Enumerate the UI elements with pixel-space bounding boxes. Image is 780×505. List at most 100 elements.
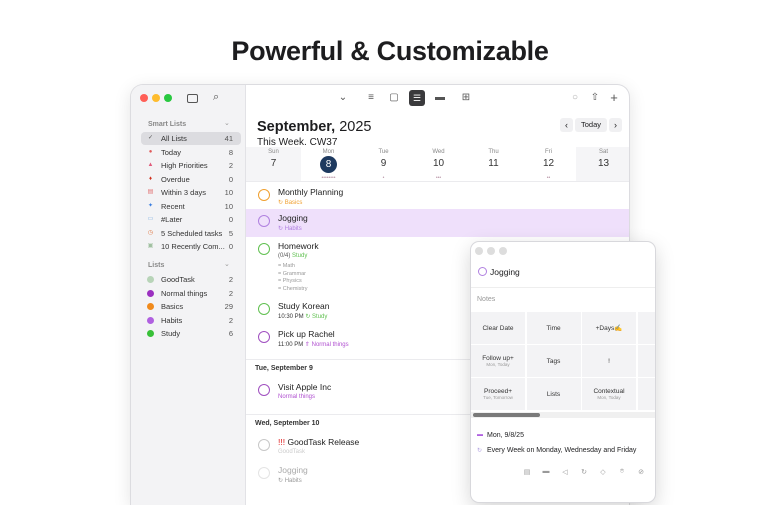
action-label: Proceed+ <box>483 388 512 395</box>
task-title-text: Jogging <box>278 465 308 475</box>
sidebar-item[interactable]: ▭ #Later 0 <box>141 213 241 226</box>
alarm-icon[interactable]: ◁ <box>562 469 568 476</box>
quick-action-button[interactable]: TMo <box>637 312 655 344</box>
subtask[interactable]: = Chemistry <box>278 286 308 293</box>
sidebar-item[interactable]: ▲ High Priorities 2 <box>141 159 241 172</box>
task-row[interactable]: !!! GoodTask Release GoodTask <box>246 433 629 461</box>
sidebar-toggle-icon[interactable] <box>187 94 198 103</box>
quick-action-button[interactable]: ! <box>582 345 636 377</box>
tray-icon: ▭ <box>147 216 154 222</box>
task-list-label: ⇑ Normal things <box>304 342 349 348</box>
zoom-button[interactable] <box>164 94 172 102</box>
quick-action-button[interactable]: Clear Date <box>471 312 525 344</box>
attachment-icon[interactable]: ⊘ <box>638 469 644 476</box>
scrollbar[interactable] <box>471 412 655 418</box>
month-view-icon[interactable]: ⊞ <box>461 92 471 103</box>
task-title[interactable]: Jogging <box>490 267 520 277</box>
sidebar-item[interactable]: ✓ All Lists 41 <box>141 132 241 145</box>
zoom-button[interactable] <box>499 247 507 255</box>
repeat-rule[interactable]: Every Week on Monday, Wednesday and Frid… <box>487 447 637 454</box>
task-subtitle: Normal things <box>278 394 315 400</box>
list-view-icon[interactable]: ≡ <box>368 92 374 103</box>
next-button[interactable]: › <box>609 118 622 132</box>
task-checkbox[interactable] <box>478 267 487 276</box>
task-checkbox[interactable] <box>258 467 270 479</box>
subtask[interactable]: = Grammar <box>278 270 306 277</box>
sidebar-list-item[interactable]: GoodTask 2 <box>141 273 241 286</box>
calendar-icon[interactable]: ▤ <box>523 469 531 476</box>
week-day[interactable]: Tue 9 <box>356 147 411 181</box>
due-date[interactable]: Mon, 9/8/25 <box>487 432 524 439</box>
task-row[interactable]: Jogging ↻ Habits <box>246 209 629 237</box>
day-view-icon[interactable]: ▬ <box>435 92 445 103</box>
week-day[interactable]: Mon 8 <box>301 147 356 181</box>
sidebar-item[interactable]: ♦ Overdue 0 <box>141 173 241 186</box>
week-day[interactable]: Thu 11 <box>466 147 521 181</box>
task-checkbox[interactable] <box>258 439 270 451</box>
event-dots: •• <box>546 175 551 181</box>
task-row[interactable]: Visit Apple Inc Normal things <box>246 378 629 406</box>
task-row[interactable]: Monthly Planning ↻ Basics <box>246 183 629 209</box>
minimize-button[interactable] <box>152 94 160 102</box>
task-title: Visit Apple Inc <box>278 382 331 392</box>
task-row[interactable]: Pick up Rachel 11:00 PM ⇑ Normal things <box>246 325 629 353</box>
chevron-down-icon[interactable]: ⌄ <box>224 120 230 127</box>
task-checkbox[interactable] <box>258 215 270 227</box>
today-button[interactable]: Today <box>575 118 607 132</box>
quick-action-button[interactable]: Time <box>526 312 581 344</box>
sidebar-item-label: Today <box>161 147 182 157</box>
sidebar-item[interactable]: ▤ Within 3 days 10 <box>141 186 241 199</box>
quick-action-button[interactable] <box>637 378 655 410</box>
week-day[interactable]: Sat 13 <box>576 147 629 181</box>
week-day[interactable]: Sun 7 <box>246 147 301 181</box>
quick-action-button[interactable]: L <box>637 345 655 377</box>
sidebar-item[interactable]: ◷ 5 Scheduled tasks 5 <box>141 227 241 240</box>
repeat-icon[interactable]: ↻ <box>581 469 587 476</box>
sidebar-item[interactable]: ✦ Recent 10 <box>141 200 241 213</box>
task-subtitle: 10:30 PM ↻ Study <box>278 313 327 320</box>
close-button[interactable] <box>140 94 148 102</box>
close-button[interactable] <box>475 247 483 255</box>
task-row[interactable]: Homework (0/4) Study = Math = Grammar = Phys… <box>246 237 629 297</box>
quick-action-button[interactable]: Contextual Mon, Today <box>582 378 636 410</box>
circle-icon[interactable]: ○ <box>571 92 579 103</box>
subtask[interactable]: = Physics <box>278 278 302 285</box>
task-row[interactable]: Jogging ↻ Habits <box>246 461 629 489</box>
quick-action-button[interactable]: Proceed+ Tue, Tomorrow <box>471 378 525 410</box>
task-checkbox[interactable] <box>258 384 270 396</box>
quick-action-button[interactable]: Tags <box>526 345 581 377</box>
task-checkbox[interactable] <box>258 303 270 315</box>
location-icon[interactable]: ⌾ <box>619 468 625 475</box>
add-icon[interactable]: + <box>610 90 618 105</box>
share-icon[interactable]: ⇧ <box>590 92 600 103</box>
tag-icon[interactable]: ◇ <box>600 469 606 476</box>
task-checkbox[interactable] <box>258 189 270 201</box>
task-title: Jogging <box>278 465 308 475</box>
headline: Powerful & Customizable <box>231 36 549 66</box>
sidebar-list-item[interactable]: Habits 2 <box>141 314 241 327</box>
chevron-down-icon[interactable]: ⌄ <box>224 261 230 268</box>
calendar-alt-icon[interactable]: ▬ <box>542 468 550 475</box>
week-day[interactable]: Fri 12 <box>521 147 576 181</box>
notes-field[interactable]: Notes <box>477 296 496 303</box>
week-day[interactable]: Wed 10 <box>411 147 466 181</box>
search-icon[interactable]: ⌕ <box>213 91 220 103</box>
task-checkbox[interactable] <box>258 331 270 343</box>
quick-action-button[interactable]: Lists <box>526 378 581 410</box>
quick-action-button[interactable]: +Days✍ <box>582 312 636 344</box>
chevron-down-icon[interactable]: ⌄ <box>338 92 348 103</box>
sidebar-item[interactable]: ● Today 8 <box>141 146 241 159</box>
prev-button[interactable]: ‹ <box>560 118 573 132</box>
single-view-icon[interactable]: ▢ <box>389 92 399 103</box>
task-row[interactable]: Study Korean 10:30 PM ↻ Study <box>246 297 629 325</box>
sidebar-item-label: All Lists <box>161 134 187 143</box>
minimize-button[interactable] <box>487 247 495 255</box>
sidebar-list-item[interactable]: Study 6 <box>141 327 241 340</box>
sidebar-item[interactable]: ▣ 10 Recently Com... 0 <box>141 240 241 253</box>
sidebar-list-item[interactable]: Basics 29 <box>141 300 241 313</box>
subtask[interactable]: = Math <box>278 263 295 269</box>
week-view-icon[interactable]: ☰ <box>409 90 425 106</box>
task-checkbox[interactable] <box>258 243 270 255</box>
quick-action-button[interactable]: Follow up+ Mon, Today <box>471 345 525 377</box>
sidebar-list-item[interactable]: Normal things 2 <box>141 287 241 300</box>
